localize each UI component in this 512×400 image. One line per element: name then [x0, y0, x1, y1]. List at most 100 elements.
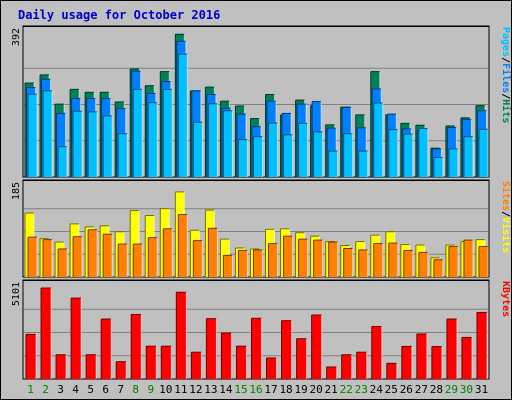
day-label-23: 23 — [355, 383, 368, 396]
sites-bar-day-27 — [418, 251, 429, 277]
legend-kbytes: KBytes — [500, 281, 511, 317]
bars-hits-files-pages — [24, 33, 489, 177]
kbytes-bar-day-2 — [40, 287, 52, 379]
legend-entry: Sites — [500, 181, 512, 211]
kbytes-bar-day-17 — [266, 357, 278, 379]
kbytes-bar-day-7 — [115, 361, 127, 379]
kbytes-bar-day-8 — [130, 313, 142, 379]
day-label-29: 29 — [445, 383, 458, 396]
legend-entry: / — [500, 93, 511, 99]
kbytes-bar-day-25 — [386, 362, 398, 379]
pages-bar-day-28 — [433, 156, 444, 177]
pages-bar-day-23 — [358, 150, 369, 177]
kbytes-bar-day-12 — [190, 351, 202, 379]
chart-title: Daily usage for October 2016 — [18, 8, 220, 22]
pages-bar-day-27 — [418, 128, 429, 177]
sites-bar-day-14 — [222, 254, 233, 277]
panel-kbytes: 5101 KBytes — [11, 279, 511, 380]
day-label-9: 9 — [147, 383, 154, 396]
day-label-16: 16 — [249, 383, 262, 396]
sites-bar-day-4 — [72, 236, 83, 277]
sites-bar-day-9 — [147, 237, 158, 277]
legend-entry: Pages — [500, 27, 511, 57]
legend-entry: / — [500, 57, 511, 63]
panel-hits-files-pages: 392 Pages/Files/Hits — [11, 25, 512, 178]
pages-bar-day-19 — [298, 122, 309, 177]
kbytes-bar-day-23 — [356, 351, 368, 379]
pages-bar-day-2 — [42, 90, 53, 177]
kbytes-bar-day-15 — [235, 345, 247, 379]
kbytes-bar-day-26 — [401, 345, 413, 379]
day-label-8: 8 — [132, 383, 139, 396]
sites-bar-day-5 — [87, 229, 98, 277]
kbytes-bar-day-14 — [220, 332, 232, 379]
day-label-30: 30 — [460, 383, 473, 396]
kbytes-bar-day-28 — [431, 346, 443, 379]
kbytes-bar-day-4 — [70, 297, 82, 379]
pages-bar-day-20 — [313, 131, 324, 177]
sites-bar-day-29 — [448, 246, 459, 277]
kbytes-bar-day-11 — [175, 291, 187, 379]
legend-entry: Files — [500, 63, 512, 93]
pages-bar-day-5 — [87, 111, 98, 177]
day-label-12: 12 — [189, 383, 202, 396]
pages-bar-day-6 — [102, 115, 113, 177]
kbytes-bar-day-20 — [311, 314, 323, 379]
sites-bar-day-15 — [237, 249, 248, 277]
kbytes-bar-day-5 — [85, 354, 97, 379]
panel-visits-sites: 185 Sites/Visits — [11, 179, 512, 278]
pages-bar-day-12 — [192, 121, 203, 177]
pages-bar-day-21 — [328, 150, 339, 177]
sites-bar-day-23 — [358, 249, 369, 277]
kbytes-bar-day-9 — [145, 345, 157, 379]
day-label-4: 4 — [72, 383, 79, 396]
pages-bar-day-24 — [373, 102, 384, 177]
day-label-14: 14 — [219, 383, 233, 396]
legend-hits-files-pages: Pages/Files/Hits — [500, 27, 512, 123]
pages-bar-day-22 — [343, 133, 354, 177]
sites-bar-day-20 — [313, 239, 324, 277]
kbytes-bar-day-29 — [446, 318, 458, 379]
pages-bar-day-10 — [162, 88, 173, 177]
kbytes-bar-day-19 — [296, 338, 308, 379]
sites-bar-day-21 — [328, 241, 339, 277]
y-max-label: 185 — [11, 182, 22, 200]
y-max-label: 392 — [11, 28, 22, 46]
pages-bar-day-14 — [222, 110, 233, 177]
sites-bar-day-19 — [298, 238, 309, 277]
kbytes-bar-day-27 — [416, 333, 428, 379]
sites-bar-day-1 — [27, 236, 38, 277]
day-label-27: 27 — [415, 383, 428, 396]
kbytes-bar-day-13 — [205, 318, 217, 379]
day-label-25: 25 — [385, 383, 398, 396]
pages-bar-day-17 — [268, 122, 279, 177]
day-label-7: 7 — [117, 383, 124, 396]
sites-bar-day-13 — [207, 227, 218, 277]
kbytes-bar-day-6 — [100, 318, 112, 379]
sites-bar-day-28 — [433, 259, 444, 277]
kbytes-bar-day-31 — [476, 311, 488, 379]
pages-bar-day-11 — [177, 53, 188, 177]
pages-bar-day-15 — [237, 139, 248, 177]
kbytes-bar-day-30 — [461, 336, 473, 379]
kbytes-bar-day-22 — [341, 354, 353, 379]
sites-bar-day-31 — [478, 246, 489, 277]
y-max-label: 5101 — [11, 282, 22, 306]
kbytes-bar-day-10 — [160, 345, 172, 379]
day-label-10: 10 — [159, 383, 172, 396]
day-label-6: 6 — [102, 383, 109, 396]
day-label-2: 2 — [42, 383, 49, 396]
day-label-15: 15 — [234, 383, 247, 396]
kbytes-bar-day-3 — [55, 354, 67, 379]
day-label-26: 26 — [400, 383, 413, 396]
legend-visits-sites: Sites/Visits — [500, 181, 512, 253]
sites-bar-day-22 — [343, 247, 354, 277]
bars-kbytes — [25, 287, 488, 379]
legend-entry: Hits — [500, 99, 512, 123]
sites-bar-day-11 — [177, 214, 188, 277]
pages-bar-day-7 — [117, 133, 128, 177]
pages-bar-day-26 — [403, 133, 414, 177]
day-label-18: 18 — [279, 383, 292, 396]
